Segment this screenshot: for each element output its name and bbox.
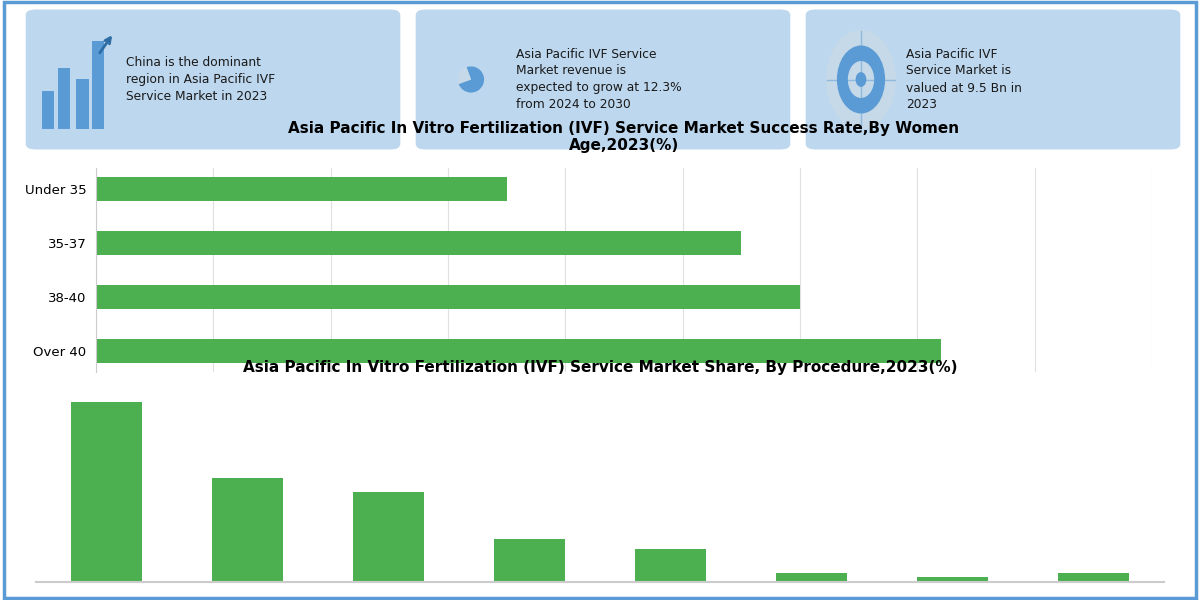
Bar [1058, 572, 1129, 582]
Bar [635, 549, 706, 582]
Bar [71, 402, 142, 582]
Text: China is the dominant
region in Asia Pacific IVF
Service Market in 2023: China is the dominant region in Asia Pac… [126, 56, 275, 103]
Bar [353, 492, 424, 582]
Text: Asia Pacific In Vitro Fertilization (IVF) Service Market Success Rate,By Women
A: Asia Pacific In Vitro Fertilization (IVF… [288, 121, 960, 153]
Bar [92, 41, 104, 130]
Text: Asia Pacific IVF Service
Market revenue is
expected to grow at 12.3%
from 2024 t: Asia Pacific IVF Service Market revenue … [516, 47, 682, 112]
Circle shape [838, 46, 884, 113]
Bar [96, 177, 506, 202]
Bar [58, 68, 70, 130]
Bar [96, 285, 800, 309]
Bar [917, 577, 988, 582]
Bar [212, 478, 283, 582]
Bar [77, 79, 89, 130]
Circle shape [848, 62, 874, 97]
Bar [494, 539, 565, 582]
Text: Asia Pacific IVF
Service Market is
valued at 9.5 Bn in
2023: Asia Pacific IVF Service Market is value… [906, 47, 1022, 112]
Bar [776, 572, 847, 582]
Wedge shape [458, 67, 470, 84]
Bar [96, 338, 941, 363]
Text: Asia Pacific In Vitro Fertilization (IVF) Service Market Share, By Procedure,202: Asia Pacific In Vitro Fertilization (IVF… [242, 360, 958, 375]
Circle shape [827, 31, 895, 128]
Bar [42, 91, 54, 130]
Wedge shape [458, 67, 484, 92]
Circle shape [857, 73, 865, 86]
Bar [96, 231, 742, 255]
